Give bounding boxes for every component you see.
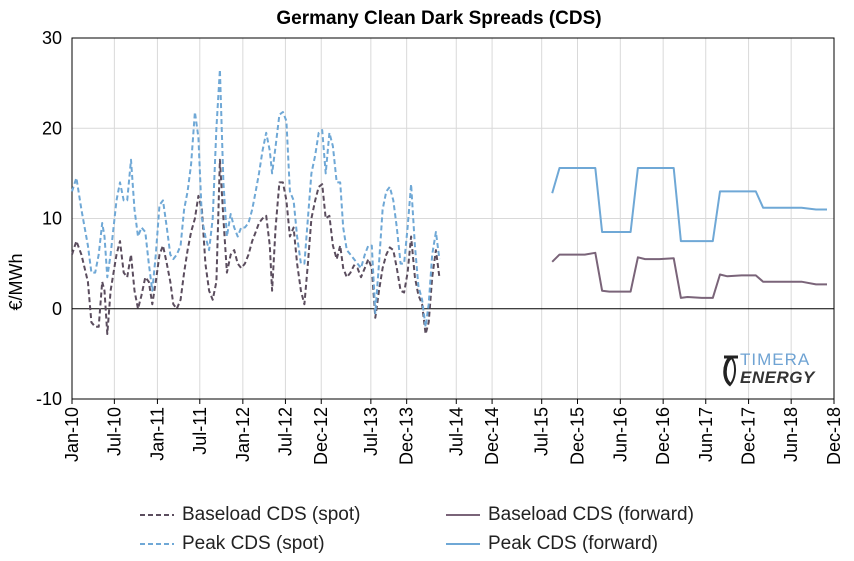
legend-label: Baseload CDS (spot)	[182, 504, 361, 525]
x-tick-label: Jul-14	[446, 407, 466, 456]
x-tick-label: Jun-17	[696, 407, 716, 462]
x-tick-label: Jan-11	[147, 407, 167, 461]
series-line-3	[551, 167, 827, 243]
legend-label: Peak CDS (forward)	[488, 533, 658, 554]
x-tick-label: Jul-11	[190, 407, 210, 455]
x-tick-label: Dec-12	[311, 407, 331, 465]
x-tick-label: Jul-15	[532, 407, 552, 456]
x-tick-label: Jul-13	[361, 407, 381, 456]
legend-item-baseload-spot: Baseload CDS (spot)	[140, 504, 360, 526]
legend-swatch	[140, 543, 174, 545]
y-tick-label: 20	[42, 118, 62, 138]
x-tick-label: Jul-10	[104, 407, 124, 456]
logo-text-energy: ENERGY	[740, 368, 815, 387]
legend-label: Peak CDS (spot)	[182, 533, 325, 554]
x-tick-label: Dec-14	[482, 407, 502, 465]
y-tick-label: 30	[42, 28, 62, 48]
legend-swatch	[446, 514, 480, 516]
chart-legend: Baseload CDS (spot) Baseload CDS (forwar…	[140, 500, 780, 560]
y-axis-title: €/MWh	[6, 253, 26, 310]
x-tick-label: Dec-18	[824, 407, 844, 465]
x-tick-label: Jul-12	[275, 407, 295, 456]
x-tick-label: Jun-16	[610, 407, 630, 462]
y-tick-label: 0	[52, 299, 62, 319]
x-tick-label: Dec-16	[653, 407, 673, 465]
brand-logo: TIMERA ENERGY	[720, 350, 830, 390]
legend-swatch	[140, 514, 174, 516]
y-tick-label: 10	[42, 209, 62, 229]
y-tick-label: -10	[36, 389, 62, 409]
legend-item-peak-forward: Peak CDS (forward)	[446, 533, 658, 555]
legend-item-baseload-forward: Baseload CDS (forward)	[446, 504, 694, 526]
legend-item-peak-spot: Peak CDS (spot)	[140, 533, 325, 555]
series-line-0	[71, 158, 441, 335]
legend-label: Baseload CDS (forward)	[488, 504, 694, 525]
x-tick-label: Dec-17	[739, 407, 759, 465]
logo-text-timera: TIMERA	[740, 350, 811, 369]
x-tick-label: Jun-18	[781, 407, 801, 462]
legend-swatch	[446, 543, 480, 545]
series-layer	[71, 68, 827, 335]
grid	[71, 37, 835, 400]
x-tick-label: Jan-10	[62, 407, 82, 462]
axes: -10 0 10 20 30 Jan-10 Jul-10 Jan-11 Jul-11 Jan-12…	[36, 28, 844, 465]
logo-mark-icon	[723, 355, 738, 387]
plot-frame	[71, 37, 835, 400]
x-tick-label: Jan-12	[233, 407, 253, 462]
series-line-2	[551, 251, 827, 299]
series-line-1	[71, 68, 441, 328]
x-tick-label: Dec-13	[397, 407, 417, 465]
x-tick-label: Dec-15	[568, 407, 588, 465]
chart-title: Germany Clean Dark Spreads (CDS)	[276, 8, 601, 29]
